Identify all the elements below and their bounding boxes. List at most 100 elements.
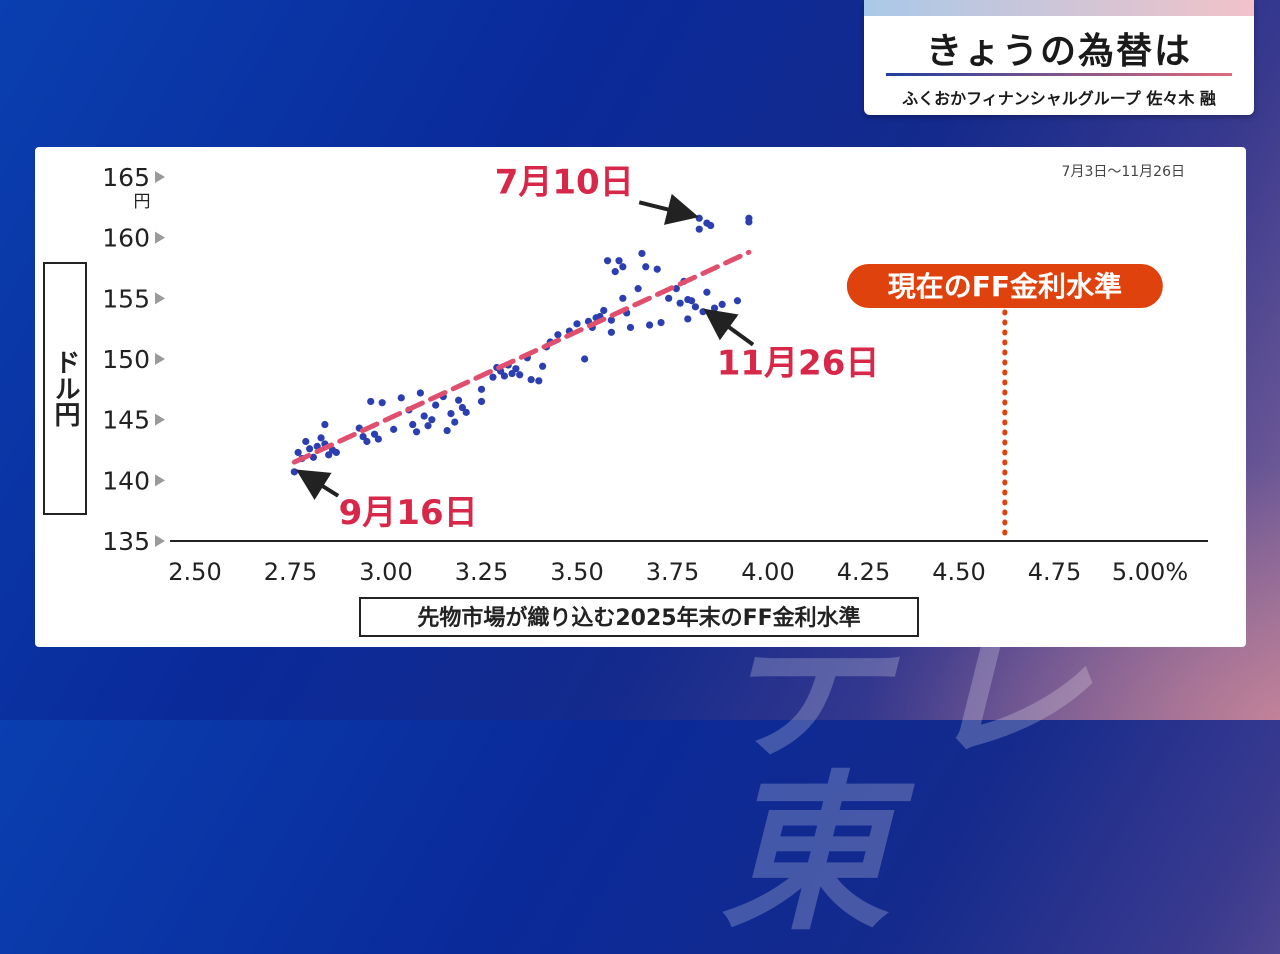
data-point — [416, 389, 424, 397]
data-point — [699, 308, 707, 316]
data-point — [695, 214, 703, 222]
data-point — [672, 285, 680, 293]
x-axis-title: 先物市場が織り込む2025年末のFF金利水準 — [417, 605, 860, 631]
data-point — [317, 434, 325, 442]
data-point — [447, 410, 455, 418]
data-point — [611, 268, 619, 276]
speaker-byline: ふくおかフィナンシャルグループ 佐々木 融 — [902, 89, 1216, 108]
data-point — [573, 320, 581, 328]
page-title: きょうの為替は — [925, 31, 1192, 72]
y-unit-label: 円 — [134, 192, 151, 212]
y-tick-marker — [155, 474, 165, 487]
title-card-accent-bar — [864, 0, 1254, 16]
y-tick-marker — [155, 171, 165, 183]
data-point — [420, 412, 428, 420]
data-point — [443, 426, 451, 435]
data-point — [306, 445, 314, 453]
x-tick-label: 4.00 — [741, 558, 794, 586]
y-tick-marker — [155, 535, 165, 547]
y-tick-label: 140 — [102, 466, 150, 495]
ff-current-label: 現在のFF金利水準 — [888, 270, 1122, 303]
y-axis-title-box — [43, 262, 87, 515]
data-point — [642, 263, 650, 271]
data-point — [676, 299, 684, 307]
data-point — [619, 263, 627, 271]
data-point — [367, 397, 375, 406]
data-point — [688, 297, 696, 305]
x-axis-title-box — [359, 597, 919, 637]
data-point — [653, 265, 661, 273]
data-point — [390, 425, 398, 433]
data-point — [309, 453, 318, 461]
data-point — [539, 362, 547, 370]
data-point — [684, 315, 692, 323]
data-point — [428, 416, 436, 424]
data-point — [332, 448, 340, 457]
data-point — [516, 371, 524, 379]
data-point — [634, 285, 642, 293]
data-point — [603, 257, 612, 265]
x-tick-label: 3.00 — [359, 558, 412, 586]
data-point — [477, 397, 486, 406]
title-card: きょうの為替は ふくおかフィナンシャルグループ 佐々木 融 — [864, 0, 1254, 115]
data-point — [451, 418, 459, 426]
data-point — [477, 385, 486, 393]
data-point — [370, 430, 379, 438]
data-point — [638, 249, 646, 258]
data-point — [645, 321, 654, 329]
data-point — [458, 403, 466, 412]
data-point — [409, 420, 417, 429]
y-axis-title: ドル円 — [50, 349, 80, 427]
data-point — [290, 468, 298, 476]
data-point — [607, 328, 615, 336]
x-tick-label: 2.75 — [264, 558, 317, 586]
trend-line — [291, 249, 752, 465]
x-tick-label: 3.50 — [550, 558, 603, 586]
x-tick-label: 3.75 — [646, 558, 699, 586]
chart-panel — [35, 147, 1246, 647]
data-point — [294, 448, 302, 457]
data-points — [290, 214, 753, 476]
data-point — [695, 225, 703, 233]
data-point — [512, 365, 520, 373]
data-point — [462, 408, 470, 416]
annotation-sep-16: 9月16日 — [339, 493, 478, 533]
data-point — [302, 437, 310, 446]
data-point — [500, 372, 509, 380]
data-point — [412, 428, 421, 436]
data-point — [745, 218, 753, 226]
data-point — [432, 401, 440, 409]
x-tick-label: 4.50 — [932, 558, 985, 586]
data-point — [363, 437, 371, 446]
x-tick-label: 2.50 — [168, 558, 221, 586]
data-point — [710, 304, 719, 312]
y-tick-label: 160 — [102, 224, 150, 253]
y-tick-marker — [155, 353, 165, 365]
x-tick-label: 4.25 — [837, 558, 890, 586]
y-tick-label: 145 — [102, 406, 150, 435]
data-point — [359, 433, 367, 441]
y-tick-label: 155 — [102, 284, 150, 313]
x-tick-label: 5.00% — [1112, 558, 1188, 586]
data-point — [321, 420, 329, 429]
scatter-chart: 165 160 155 150 145 140 135 2.50 2.75 3.00 3.25 3.… — [43, 162, 1208, 637]
data-point — [424, 422, 432, 430]
annotation-nov-26-arrow — [703, 308, 755, 347]
y-tick-label: 150 — [102, 345, 150, 374]
period-label: 7月3日〜11月26日 — [1062, 164, 1185, 180]
data-point — [454, 396, 463, 404]
annotation-jul-10-arrow — [638, 193, 699, 225]
data-point — [397, 394, 405, 402]
data-point — [665, 294, 673, 302]
data-point — [581, 355, 589, 363]
annotation-sep-16-arrow — [295, 469, 340, 501]
data-point — [374, 435, 382, 443]
y-tick-marker — [155, 292, 165, 305]
data-point — [508, 369, 516, 378]
data-point — [718, 300, 726, 308]
y-tick-label: 165 — [102, 163, 150, 192]
data-point — [615, 257, 623, 265]
data-point — [535, 377, 543, 385]
ff-current-label-badge — [846, 264, 1163, 308]
x-tick-label: 4.75 — [1028, 558, 1081, 586]
